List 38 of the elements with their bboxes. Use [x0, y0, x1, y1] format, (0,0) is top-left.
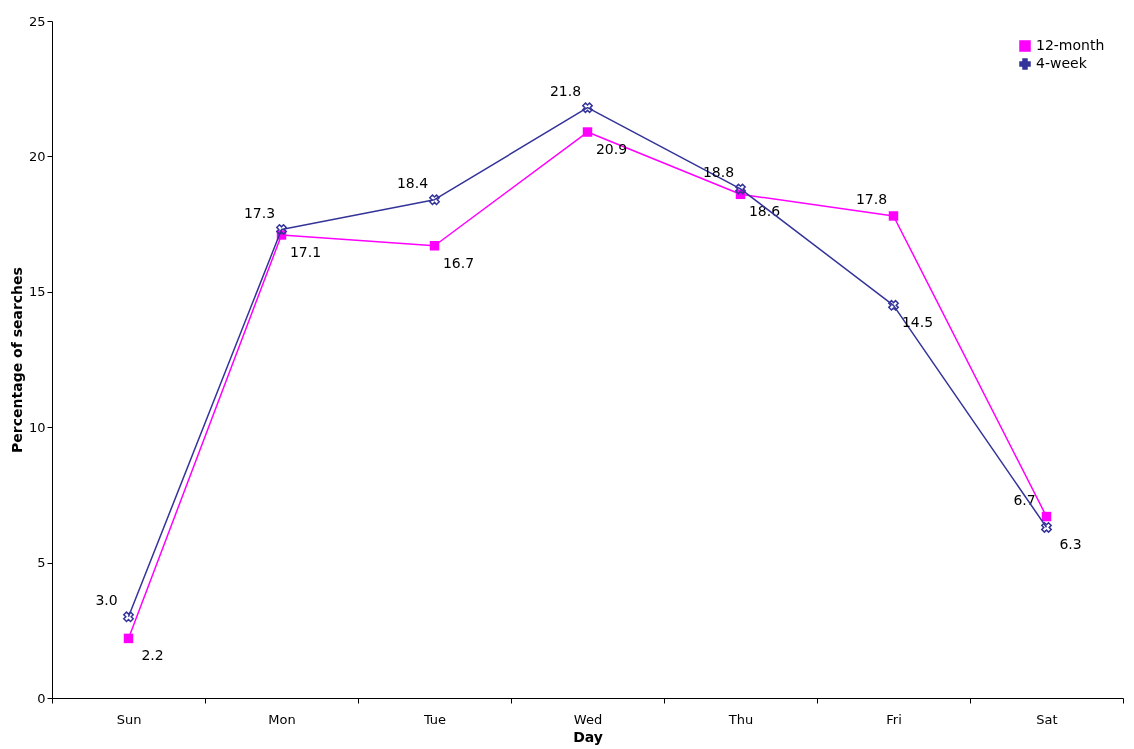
legend-label: 12-month	[1036, 37, 1105, 53]
x-tick-label: Tue	[422, 711, 447, 727]
data-label: 17.8	[855, 190, 888, 207]
data-label: 18.4	[396, 174, 429, 191]
x-tick-label: Sun	[116, 711, 142, 727]
y-tick-label: 25	[28, 13, 46, 29]
x-tick-label: Wed	[573, 711, 603, 727]
data-label: 6.3	[1059, 536, 1082, 553]
y-tick-label: 15	[28, 284, 46, 300]
x-tick-label: Fri	[886, 711, 902, 727]
point	[1041, 521, 1052, 533]
y-tick-label: 10	[28, 419, 46, 435]
point	[276, 224, 287, 235]
y-tick-label: 5	[37, 555, 46, 571]
y-tick-label: 20	[28, 148, 46, 164]
legend-label: 4-week	[1036, 55, 1088, 71]
x-tick-label: Mon	[268, 711, 296, 727]
data-label: 16.7	[442, 254, 475, 271]
data-label: 20.9	[595, 141, 628, 158]
y-tick-label: 0	[37, 690, 46, 706]
data-label: 17.1	[289, 243, 322, 260]
point	[735, 183, 746, 195]
data-label: 17.3	[243, 204, 276, 221]
x-tick-label: Thu	[727, 711, 754, 727]
x-axis-title: Day	[573, 728, 603, 745]
point	[888, 299, 899, 311]
point	[123, 633, 134, 644]
point	[123, 611, 134, 623]
point	[582, 102, 593, 114]
data-label: 21.8	[549, 82, 582, 99]
point	[582, 127, 593, 137]
data-label: 3.0	[95, 591, 118, 608]
point	[429, 241, 440, 251]
x-tick-label: Sat	[1036, 711, 1058, 727]
y-axis-title: Percentage of searches	[8, 267, 25, 453]
point	[429, 194, 440, 206]
data-label: 2.2	[141, 647, 164, 664]
point	[888, 211, 899, 221]
